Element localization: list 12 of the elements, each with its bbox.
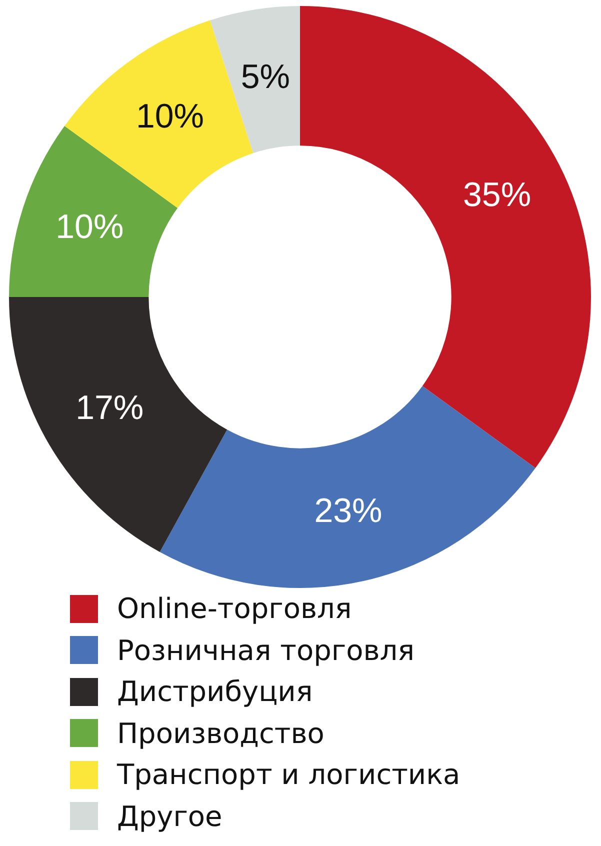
- data-label: 17%: [76, 388, 144, 427]
- data-label: 5%: [240, 58, 290, 96]
- legend-label: Розничная торговля: [117, 634, 414, 667]
- legend-label: Дистрибуция: [117, 675, 313, 708]
- data-label: 10%: [136, 97, 204, 136]
- data-label: 10%: [56, 208, 124, 246]
- legend-label: Производство: [117, 716, 324, 750]
- legend-label: Транспорт и логистика: [117, 758, 460, 792]
- data-label: 23%: [314, 492, 382, 530]
- legend-label: Online-торговля: [117, 592, 352, 626]
- data-label: 35%: [463, 176, 532, 214]
- legend-label: Другое: [117, 800, 222, 833]
